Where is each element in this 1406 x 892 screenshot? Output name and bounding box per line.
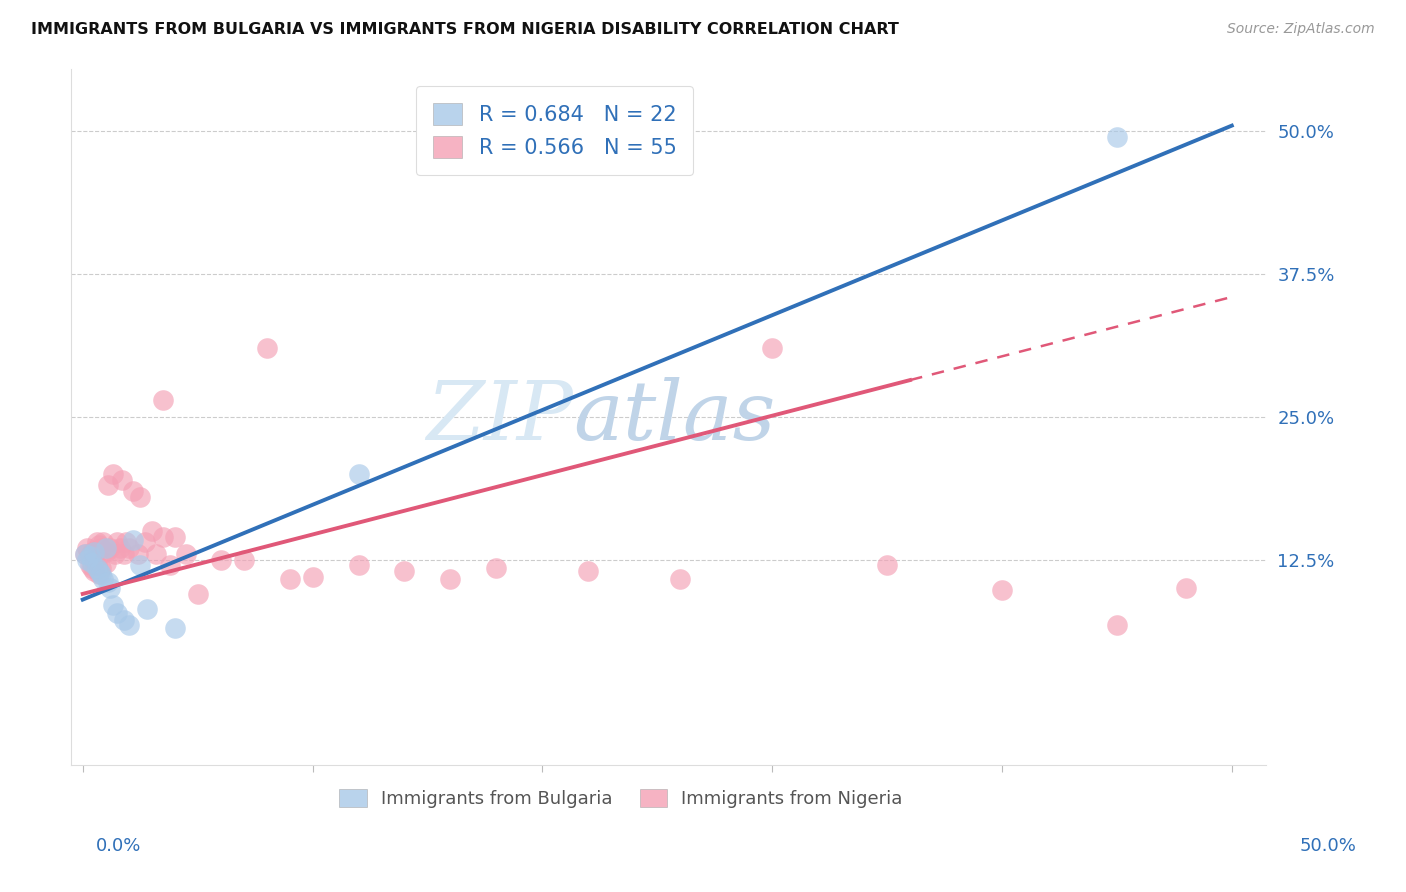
Text: 0.0%: 0.0% xyxy=(96,837,141,855)
Point xyxy=(174,547,197,561)
Point xyxy=(94,556,117,570)
Point xyxy=(93,535,115,549)
Point xyxy=(136,601,159,615)
Point xyxy=(111,473,134,487)
Point xyxy=(152,392,174,407)
Point xyxy=(278,572,301,586)
Point xyxy=(122,533,145,548)
Point xyxy=(761,342,783,356)
Point xyxy=(127,547,149,561)
Point xyxy=(97,478,120,492)
Point xyxy=(301,570,323,584)
Point xyxy=(90,567,112,582)
Point xyxy=(163,530,186,544)
Point xyxy=(76,552,98,566)
Text: atlas: atlas xyxy=(574,376,776,457)
Point xyxy=(108,541,131,556)
Point xyxy=(87,538,110,552)
Point xyxy=(94,544,117,558)
Point xyxy=(86,558,108,573)
Point xyxy=(101,599,124,613)
Point xyxy=(86,560,108,574)
Point xyxy=(1105,130,1128,145)
Point xyxy=(394,564,416,578)
Point xyxy=(187,587,209,601)
Legend: Immigrants from Bulgaria, Immigrants from Nigeria: Immigrants from Bulgaria, Immigrants fro… xyxy=(332,782,910,815)
Point xyxy=(83,544,105,558)
Point xyxy=(87,564,110,578)
Point xyxy=(90,541,112,556)
Point xyxy=(83,564,105,578)
Point xyxy=(129,558,152,573)
Point xyxy=(93,572,115,586)
Point xyxy=(98,581,121,595)
Point xyxy=(79,549,101,564)
Point xyxy=(73,547,96,561)
Point xyxy=(991,583,1014,598)
Point xyxy=(86,535,108,549)
Point xyxy=(105,607,128,621)
Point xyxy=(80,556,103,570)
Point xyxy=(118,541,141,556)
Point xyxy=(134,535,156,549)
Point xyxy=(159,558,181,573)
Point xyxy=(112,547,135,561)
Point xyxy=(79,558,101,573)
Point xyxy=(669,572,692,586)
Point xyxy=(112,613,135,627)
Point xyxy=(101,467,124,481)
Point xyxy=(122,484,145,499)
Point xyxy=(876,558,898,573)
Point xyxy=(104,547,127,561)
Point xyxy=(98,541,121,556)
Point xyxy=(145,547,167,561)
Point xyxy=(73,547,96,561)
Point xyxy=(347,558,370,573)
Point xyxy=(115,535,138,549)
Point xyxy=(439,572,461,586)
Point xyxy=(90,560,112,574)
Point xyxy=(83,552,105,566)
Point xyxy=(94,541,117,556)
Point xyxy=(256,342,278,356)
Point xyxy=(118,617,141,632)
Point xyxy=(152,530,174,544)
Text: Source: ZipAtlas.com: Source: ZipAtlas.com xyxy=(1227,22,1375,37)
Point xyxy=(97,575,120,590)
Text: 50.0%: 50.0% xyxy=(1301,837,1357,855)
Point xyxy=(209,552,232,566)
Point xyxy=(1105,617,1128,632)
Point xyxy=(163,621,186,635)
Point xyxy=(79,549,101,564)
Point xyxy=(141,524,163,538)
Point xyxy=(1174,581,1197,595)
Point xyxy=(485,560,508,574)
Point xyxy=(87,567,110,582)
Point xyxy=(80,544,103,558)
Text: ZIP: ZIP xyxy=(426,376,574,457)
Point xyxy=(80,560,103,574)
Point xyxy=(232,552,254,566)
Text: IMMIGRANTS FROM BULGARIA VS IMMIGRANTS FROM NIGERIA DISABILITY CORRELATION CHART: IMMIGRANTS FROM BULGARIA VS IMMIGRANTS F… xyxy=(31,22,898,37)
Point xyxy=(129,490,152,504)
Point xyxy=(76,541,98,556)
Point xyxy=(576,564,599,578)
Point xyxy=(347,467,370,481)
Point xyxy=(105,535,128,549)
